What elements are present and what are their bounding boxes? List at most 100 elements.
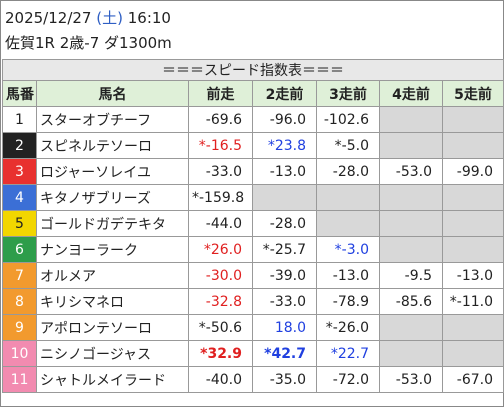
empty-cell	[442, 314, 504, 341]
speed-index: -102.6	[316, 106, 380, 133]
speed-index: -39.0	[252, 262, 317, 289]
row: 11 シャトルメイラード -40.0 -35.0 -72.0 -53.0 -67.0	[2, 366, 504, 393]
empty-cell	[442, 132, 504, 159]
speed-index: -13.0	[252, 158, 317, 185]
empty-cell	[442, 236, 504, 263]
speed-index: -13.0	[316, 262, 380, 289]
column-header: 前走	[188, 80, 253, 107]
horse-number: 8	[2, 288, 37, 315]
speed-index: *-16.5	[188, 132, 253, 159]
horse-name: キリシマネロ	[36, 288, 189, 315]
speed-index: -44.0	[188, 210, 253, 237]
speed-index: *23.8	[252, 132, 317, 159]
horse-name: アポロンテソーロ	[36, 314, 189, 341]
speed-index: 18.0	[252, 314, 317, 341]
speed-index: -85.6	[379, 288, 443, 315]
horse-name: オルメア	[36, 262, 189, 289]
speed-index: -53.0	[379, 158, 443, 185]
row: 9 アポロンテソーロ *-50.6 18.0 *-26.0	[2, 314, 504, 341]
speed-index: *22.7	[316, 340, 380, 367]
empty-cell	[316, 210, 380, 237]
speed-index: -78.9	[316, 288, 380, 315]
speed-index: *-25.7	[252, 236, 317, 263]
speed-index: -30.0	[188, 262, 253, 289]
row: 6 ナンヨーラーク *26.0 *-25.7 *-3.0	[2, 236, 504, 263]
header-row: 馬番 馬名 前走 2走前 3走前 4走前 5走前	[2, 80, 504, 107]
speed-index: *-3.0	[316, 236, 380, 263]
horse-name: ゴールドガデテキタ	[36, 210, 189, 237]
speed-index: -99.0	[442, 158, 504, 185]
empty-cell	[316, 184, 380, 211]
speed-index: -67.0	[442, 366, 504, 393]
speed-index: -40.0	[188, 366, 253, 393]
horse-name: スピネルテソーロ	[36, 132, 189, 159]
speed-index: -96.0	[252, 106, 317, 133]
column-header: 馬番	[2, 80, 37, 107]
header-line1: 2025/12/27 (土) 16:10	[5, 7, 171, 28]
column-header: 4走前	[379, 80, 443, 107]
speed-index: *-26.0	[316, 314, 380, 341]
speed-index: -69.6	[188, 106, 253, 133]
speed-index: -33.0	[252, 288, 317, 315]
empty-cell	[379, 132, 443, 159]
horse-name: ナンヨーラーク	[36, 236, 189, 263]
row: 1 スターオブチーフ -69.6 -96.0 -102.6	[2, 106, 504, 133]
horse-name: ニシノゴージャス	[36, 340, 189, 367]
empty-cell	[379, 314, 443, 341]
row: 8 キリシマネロ -32.8 -33.0 -78.9 -85.6 *-11.0	[2, 288, 504, 315]
empty-cell	[252, 184, 317, 211]
horse-number: 1	[2, 106, 37, 133]
column-header: 馬名	[36, 80, 189, 107]
table-body: 1 スターオブチーフ -69.6 -96.0 -102.6 2 スピネルテソーロ *-16.5…	[2, 106, 504, 393]
empty-cell	[442, 340, 504, 367]
row: 5 ゴールドガデテキタ -44.0 -28.0	[2, 210, 504, 237]
race-info: 佐賀1R 2歳-7 ダ1300m	[5, 34, 172, 52]
row: 10 ニシノゴージャス *32.9 *42.7 *22.7	[2, 340, 504, 367]
speed-index: *-11.0	[442, 288, 504, 315]
horse-number: 2	[2, 132, 37, 159]
speed-index: -53.0	[379, 366, 443, 393]
horse-number: 3	[2, 158, 37, 185]
horse-name: キタノザブリーズ	[36, 184, 189, 211]
empty-cell	[379, 236, 443, 263]
speed-index: *42.7	[252, 340, 317, 367]
speed-index: -28.0	[316, 158, 380, 185]
date: 2025/12/27	[5, 9, 92, 27]
speed-index: *-159.8	[188, 184, 253, 211]
speed-index: *-50.6	[188, 314, 253, 341]
column-header: 3走前	[316, 80, 380, 107]
empty-cell	[379, 210, 443, 237]
row: 3 ロジャーソレイユ -33.0 -13.0 -28.0 -53.0 -99.0	[2, 158, 504, 185]
horse-number: 7	[2, 262, 37, 289]
table-title: ＝＝＝スピード指数表＝＝＝	[2, 59, 504, 81]
speed-index: -33.0	[188, 158, 253, 185]
speed-index: *32.9	[188, 340, 253, 367]
horse-name: シャトルメイラード	[36, 366, 189, 393]
empty-cell	[379, 340, 443, 367]
horse-number: 10	[2, 340, 37, 367]
speed-index: -13.0	[442, 262, 504, 289]
speed-index: -72.0	[316, 366, 380, 393]
column-header: 2走前	[252, 80, 317, 107]
speed-index: -32.8	[188, 288, 253, 315]
column-header: 5走前	[442, 80, 504, 107]
horse-name: ロジャーソレイユ	[36, 158, 189, 185]
empty-cell	[379, 106, 443, 133]
weekday: (土)	[96, 9, 123, 27]
horse-name: スターオブチーフ	[36, 106, 189, 133]
horse-number: 6	[2, 236, 37, 263]
time: 16:10	[127, 9, 171, 27]
horse-number: 5	[2, 210, 37, 237]
horse-number: 4	[2, 184, 37, 211]
speed-index: -28.0	[252, 210, 317, 237]
row: 2 スピネルテソーロ *-16.5 *23.8 *-5.0	[2, 132, 504, 159]
empty-cell	[442, 210, 504, 237]
empty-cell	[379, 184, 443, 211]
speed-index: *26.0	[188, 236, 253, 263]
speed-index: *-5.0	[316, 132, 380, 159]
empty-cell	[442, 106, 504, 133]
empty-cell	[442, 184, 504, 211]
speed-index: -35.0	[252, 366, 317, 393]
row: 4 キタノザブリーズ *-159.8	[2, 184, 504, 211]
speed-index: -9.5	[379, 262, 443, 289]
